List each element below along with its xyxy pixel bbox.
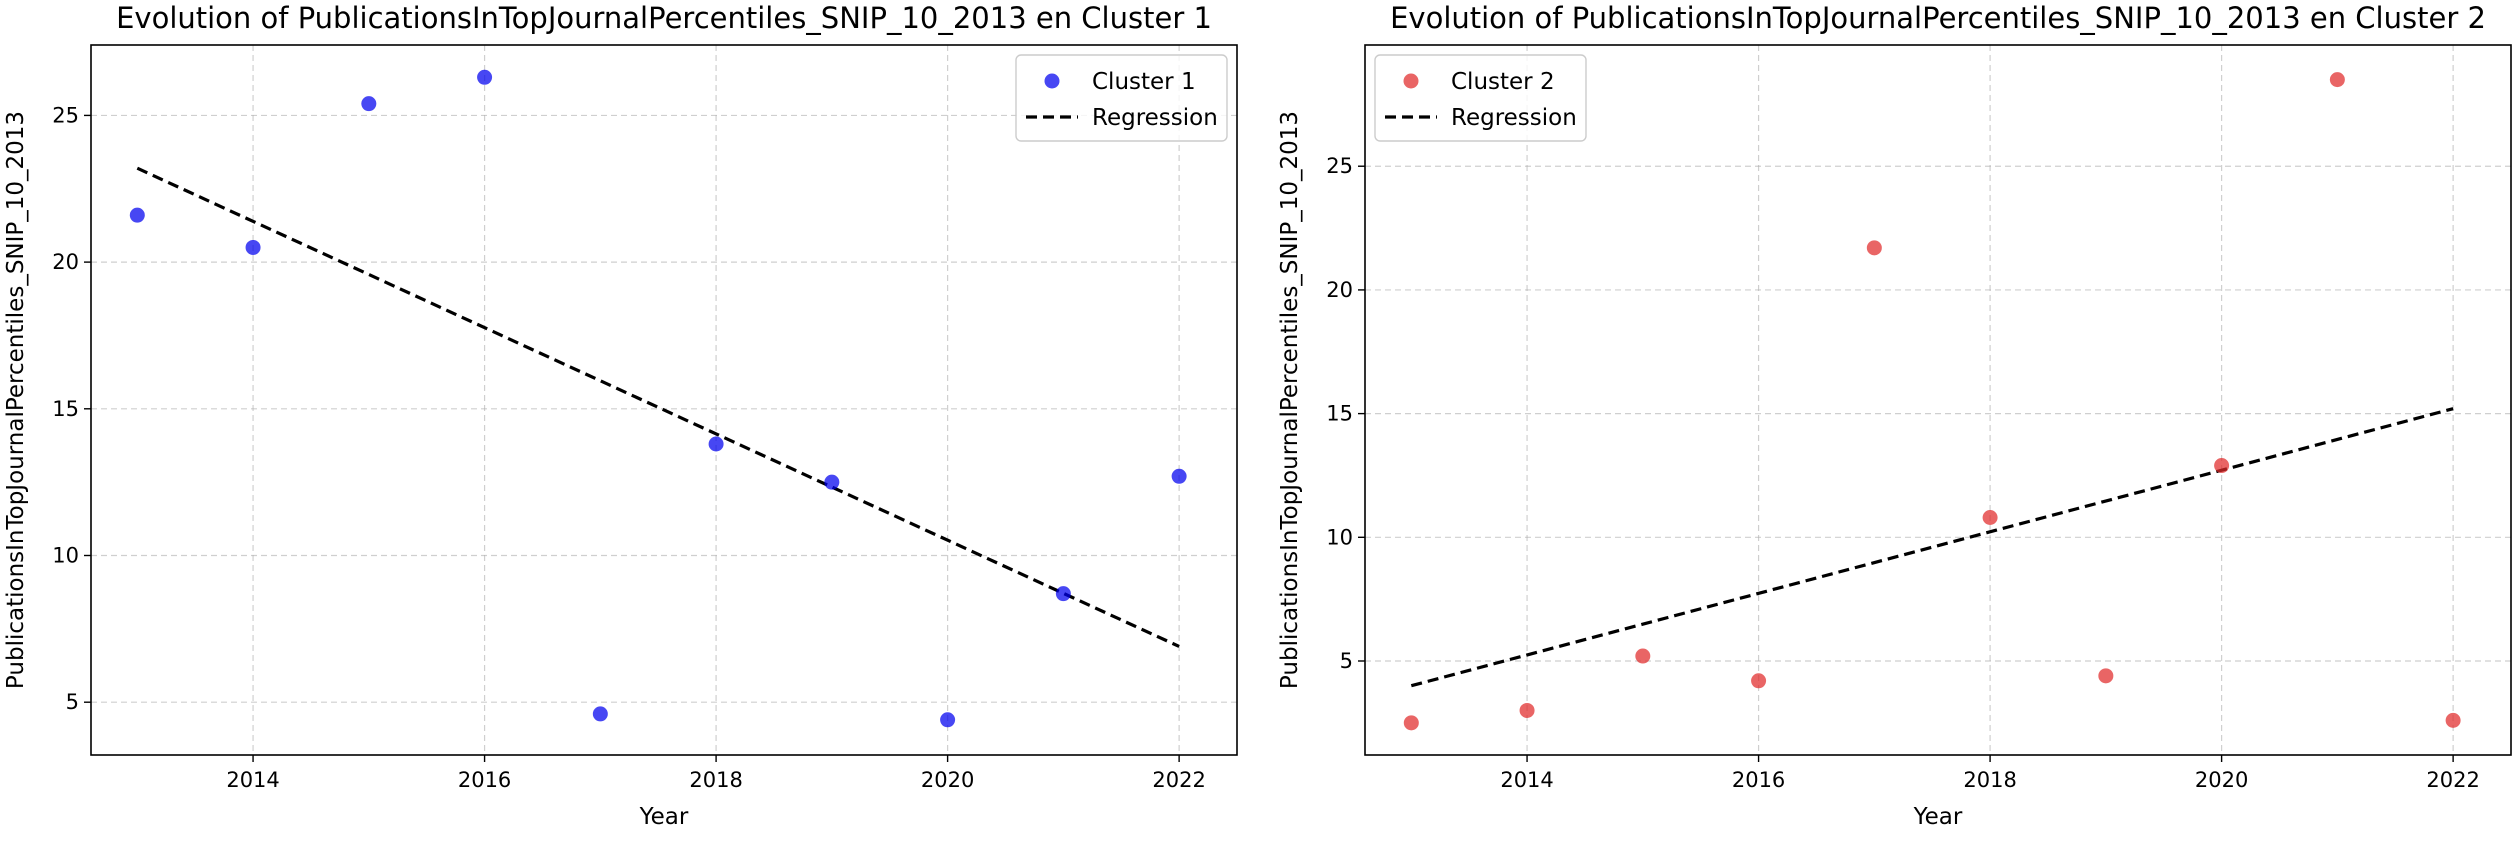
y-tick-label: 20 (1326, 278, 1353, 302)
x-axis-label: Year (639, 804, 689, 830)
data-point (708, 436, 724, 452)
data-point (2445, 712, 2461, 728)
x-axis-label: Year (1913, 804, 1963, 830)
y-tick-label: 10 (1326, 525, 1353, 549)
x-tick-label: 2022 (2426, 768, 2479, 792)
plot-frame (1364, 44, 2512, 756)
legend-series-label: Cluster 1 (1092, 69, 1196, 95)
data-point (592, 706, 608, 722)
legend: Cluster 2 Regression (1374, 54, 1587, 142)
data-point (1866, 240, 1882, 256)
legend-regression-label: Regression (1092, 105, 1218, 131)
y-tick-label: 15 (52, 397, 79, 421)
data-point (1055, 586, 1071, 602)
grid (1365, 45, 2511, 755)
data-point (245, 239, 261, 255)
data-point (361, 96, 377, 112)
y-tick-label: 20 (52, 250, 79, 274)
data-point (940, 712, 956, 728)
chart-title: Evolution of PublicationsInTopJournalPer… (116, 1, 1212, 35)
x-tick-label: 2022 (1152, 768, 1205, 792)
data-point (1171, 468, 1187, 484)
data-point (824, 474, 840, 490)
data-point (2214, 458, 2230, 474)
data-point (1403, 715, 1419, 731)
legend-regression-label: Regression (1451, 105, 1577, 131)
chart-cluster-2: Evolution of PublicationsInTopJournalPer… (1277, 1, 2512, 830)
y-axis-label: PublicationsInTopJournalPercentiles_SNIP… (1277, 111, 1303, 689)
regression-layer (1410, 407, 2454, 688)
legend: Cluster 1 Regression (1015, 54, 1228, 142)
y-tick-label: 10 (52, 543, 79, 567)
y-tick-label: 25 (1326, 154, 1353, 178)
data-points (129, 69, 1187, 728)
x-tick-label: 2018 (689, 768, 742, 792)
data-point (1751, 673, 1767, 689)
chart-title: Evolution of PublicationsInTopJournalPer… (1390, 1, 2486, 35)
plot-frame (90, 44, 1238, 756)
x-tick-label: 2016 (458, 768, 511, 792)
y-tick-label: 25 (52, 103, 79, 127)
y-axis-label: PublicationsInTopJournalPercentiles_SNIP… (3, 111, 29, 689)
x-tick-label: 2016 (1732, 768, 1785, 792)
data-point (477, 69, 493, 85)
grid (91, 45, 1237, 755)
x-tick-label: 2020 (2195, 768, 2248, 792)
data-point (2329, 72, 2345, 88)
y-tick-label: 5 (66, 690, 79, 714)
ticks: 2014 2016 2018 2020 2022 5 10 15 20 25 (1326, 154, 2480, 792)
data-points (1403, 72, 2461, 731)
legend-box (1015, 54, 1228, 142)
y-tick-label: 5 (1340, 649, 1353, 673)
chart-cluster-1: Evolution of PublicationsInTopJournalPer… (3, 1, 1238, 830)
x-tick-label: 2014 (226, 768, 279, 792)
x-tick-label: 2014 (1500, 768, 1553, 792)
data-point (1982, 510, 1998, 526)
x-tick-label: 2018 (1963, 768, 2016, 792)
y-tick-label: 15 (1326, 402, 1353, 426)
regression-layer (136, 166, 1180, 648)
data-point (2098, 668, 2114, 684)
regression-line (136, 166, 1180, 648)
ticks: 2014 2016 2018 2020 2022 5 10 15 20 25 (52, 103, 1206, 792)
legend-series-label: Cluster 2 (1451, 69, 1555, 95)
data-point (129, 207, 145, 223)
x-tick-label: 2020 (921, 768, 974, 792)
legend-marker-series (1403, 73, 1419, 89)
data-point (1519, 702, 1535, 718)
regression-line (1410, 407, 2454, 688)
legend-marker-series (1044, 73, 1060, 89)
data-point (1635, 648, 1651, 664)
legend-box (1374, 54, 1587, 142)
